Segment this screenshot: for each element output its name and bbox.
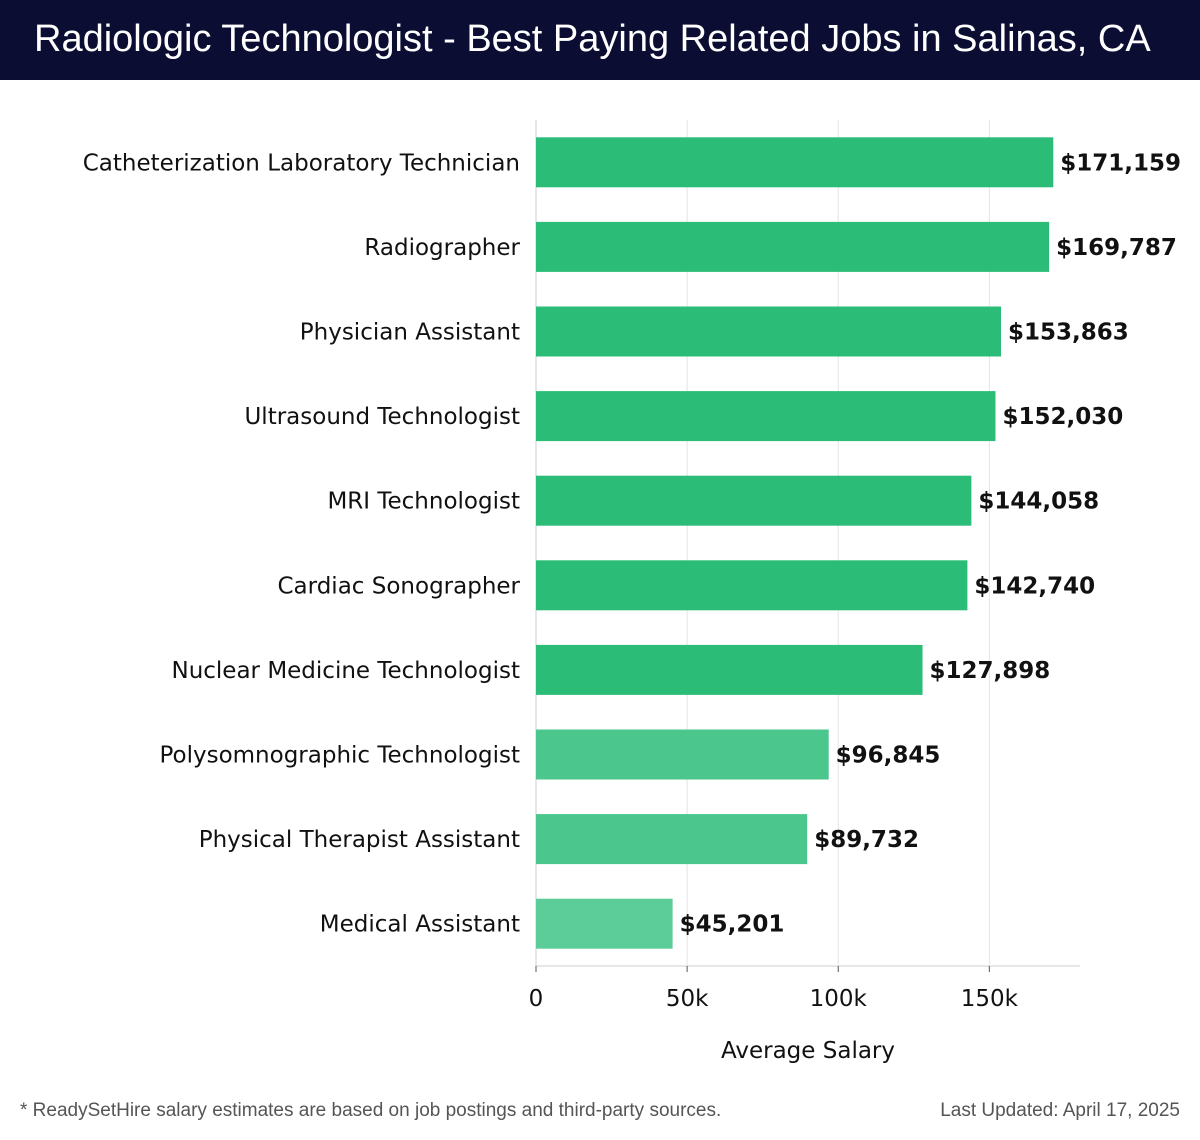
value-label: $171,159 xyxy=(1060,150,1181,176)
bar xyxy=(536,306,1002,357)
category-label: Nuclear Medicine Technologist xyxy=(171,658,520,684)
last-updated: Last Updated: April 17, 2025 xyxy=(940,1100,1180,1121)
x-tick-label: 100k xyxy=(810,986,868,1012)
category-label: Medical Assistant xyxy=(320,912,520,938)
category-label: Ultrasound Technologist xyxy=(244,404,520,430)
x-tick-label: 150k xyxy=(961,986,1019,1012)
value-label: $142,740 xyxy=(974,573,1095,599)
x-tick-label: 50k xyxy=(666,986,709,1012)
header-banner: Radiologic Technologist - Best Paying Re… xyxy=(0,0,1200,80)
category-label: Cardiac Sonographer xyxy=(278,573,521,599)
bar xyxy=(536,814,808,865)
bar-chart: Catheterization Laboratory Technician $17… xyxy=(83,120,1181,1064)
bar xyxy=(536,391,996,442)
bar xyxy=(536,560,968,611)
value-label: $169,787 xyxy=(1056,235,1177,261)
value-label: $96,845 xyxy=(836,743,941,769)
category-label: Physician Assistant xyxy=(300,320,520,346)
category-label: Physical Therapist Assistant xyxy=(199,827,520,853)
footer-note: * ReadySetHire salary estimates are base… xyxy=(20,1100,722,1121)
bar xyxy=(536,137,1054,188)
category-label: Radiographer xyxy=(364,235,520,261)
x-axis-title: Average Salary xyxy=(721,1038,895,1064)
category-label: Catheterization Laboratory Technician xyxy=(83,150,520,176)
value-label: $89,732 xyxy=(814,827,919,853)
x-tick-label: 0 xyxy=(529,986,544,1012)
value-label: $127,898 xyxy=(930,658,1051,684)
category-label: Polysomnographic Technologist xyxy=(159,743,520,769)
value-label: $152,030 xyxy=(1002,404,1123,430)
bar xyxy=(536,221,1050,272)
bar xyxy=(536,644,923,695)
value-label: $45,201 xyxy=(680,912,785,938)
value-label: $153,863 xyxy=(1008,320,1129,346)
bar xyxy=(536,898,673,949)
value-label: $144,058 xyxy=(978,489,1099,515)
page-title: Radiologic Technologist - Best Paying Re… xyxy=(34,18,1151,60)
bar xyxy=(536,475,972,526)
category-label: MRI Technologist xyxy=(327,489,520,515)
bar xyxy=(536,729,829,780)
